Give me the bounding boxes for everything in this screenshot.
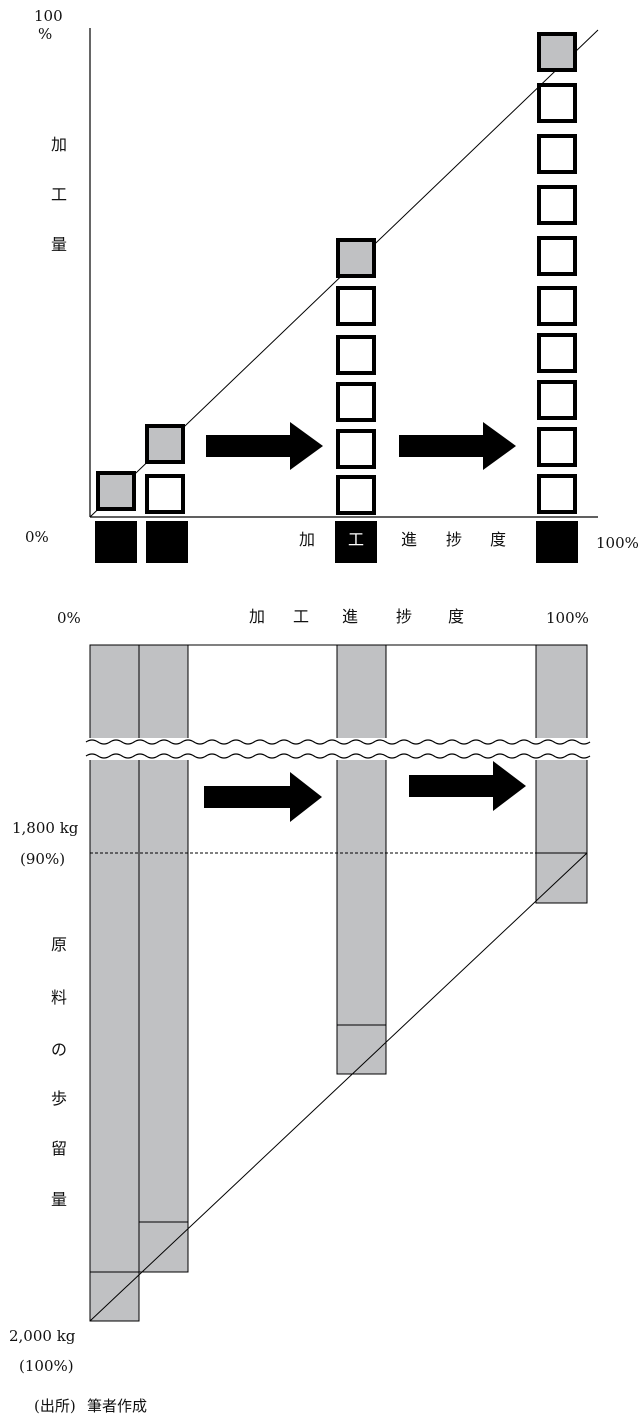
mark-1800-percent: (90%) (20, 850, 66, 868)
top-x-left-label: 0% (25, 528, 49, 546)
top-x-char-4: 捗 (446, 530, 463, 549)
break-wave-bottom (85, 753, 591, 759)
top-y-max-unit: % (38, 25, 53, 43)
top-y-char-1: 加 (51, 135, 68, 154)
bottom-y-char-3: の (51, 1040, 68, 1059)
bottom-bar-3 (336, 644, 387, 1075)
top-base-block-4 (536, 521, 578, 563)
mark-1800-value: 1,800 kg (12, 819, 79, 837)
bottom-arrow-2 (409, 761, 526, 811)
top-base-block-3 (335, 521, 377, 563)
mark-2000-percent: (100%) (19, 1357, 74, 1375)
top-x-right-label: 100% (596, 534, 639, 552)
bottom-y-char-1: 原 (51, 935, 68, 954)
bottom-y-char-6: 量 (51, 1190, 68, 1209)
source-label: (出所) (34, 1397, 76, 1415)
bottom-x-char-3: 進 (342, 607, 359, 626)
mark-2000-value: 2,000 kg (9, 1327, 76, 1345)
source-text: 筆者作成 (87, 1397, 148, 1415)
top-y-char-3: 量 (51, 235, 68, 254)
top-stack-3 (336, 238, 376, 515)
top-stack-4 (537, 32, 577, 514)
bottom-y-char-2: 料 (51, 988, 68, 1007)
bottom-x-left-label: 0% (57, 609, 81, 627)
bottom-bar-4 (535, 644, 588, 904)
break-wave-top (85, 739, 591, 745)
bottom-y-char-5: 留 (51, 1139, 68, 1158)
top-arrow-1 (206, 422, 323, 470)
bottom-x-char-2: 工 (293, 607, 310, 626)
bottom-x-right-label: 100% (546, 609, 589, 627)
bottom-x-char-5: 度 (448, 607, 465, 626)
bottom-y-char-4: 歩 (51, 1089, 68, 1108)
top-y-max-label: 100 (34, 7, 63, 25)
top-x-char-3: 進 (401, 530, 418, 549)
top-x-char-1: 加 (299, 530, 316, 549)
top-base-block-2 (146, 521, 188, 563)
bottom-x-char-4: 捗 (396, 607, 413, 626)
bottom-arrow-1 (204, 772, 322, 822)
top-base-block-1 (95, 521, 137, 563)
top-stack-1 (96, 471, 136, 511)
bottom-x-char-1: 加 (249, 607, 266, 626)
top-y-char-2: 工 (51, 185, 68, 204)
top-x-char-5: 度 (490, 530, 507, 549)
top-arrow-2 (399, 422, 516, 470)
bottom-diagonal-line (89, 852, 588, 1322)
top-stack-2 (145, 424, 185, 514)
top-x-char-2: 工 (348, 530, 365, 549)
